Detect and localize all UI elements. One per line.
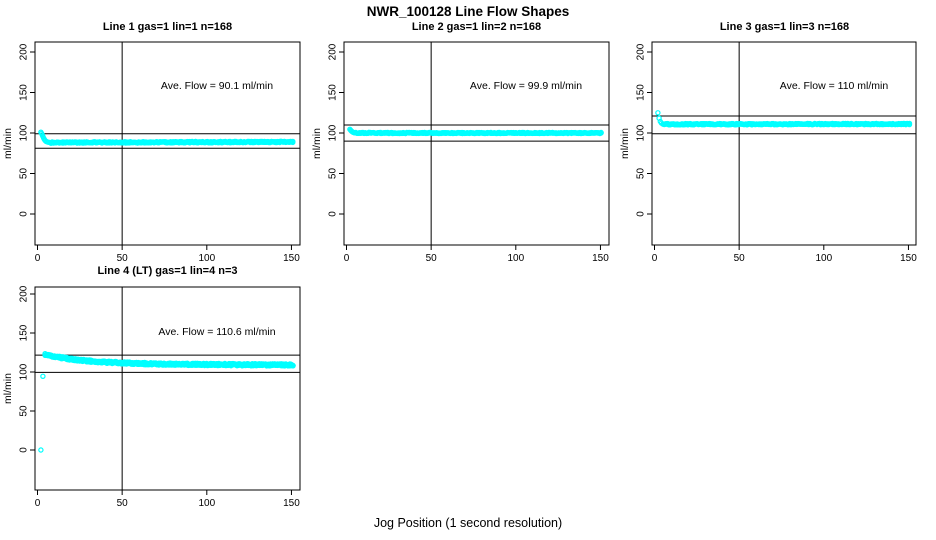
- x-tick-label: 0: [652, 253, 658, 264]
- y-tick-label: 0: [328, 211, 339, 217]
- y-tick-label: 50: [328, 168, 339, 180]
- panel-2-ave-flow-annotation: Ave. Flow = 99.9 ml/min: [469, 80, 583, 92]
- flow-data-point: [290, 139, 296, 146]
- flow-data-point: [40, 373, 46, 379]
- x-tick-label: 100: [198, 498, 215, 509]
- panel-2-plot: 0 50 100 150 0 50 100 150 200 ml/min: [311, 41, 610, 264]
- flow-data-point: [38, 447, 44, 453]
- flow-data-point: [290, 363, 296, 369]
- y-tick-label: 150: [19, 84, 30, 101]
- y-axis-title: ml/min: [311, 128, 323, 159]
- x-tick-label: 100: [507, 253, 524, 264]
- plot-box: [34, 286, 301, 491]
- x-tick-label: 0: [344, 253, 350, 264]
- x-tick-label: 50: [117, 253, 129, 264]
- y-tick-label: 50: [19, 405, 30, 417]
- x-tick-label: 100: [815, 253, 832, 264]
- plot-box: [343, 41, 610, 246]
- x-tick-label: 50: [117, 498, 129, 509]
- y-tick-label: 150: [636, 84, 647, 101]
- y-tick-label: 0: [19, 211, 30, 217]
- y-tick-label: 200: [19, 285, 30, 302]
- figure-title: NWR_100128 Line Flow Shapes: [366, 4, 570, 19]
- y-tick-label: 50: [636, 168, 647, 180]
- x-tick-label: 50: [734, 253, 746, 264]
- x-tick-label: 150: [592, 253, 609, 264]
- y-axis-title: ml/min: [2, 373, 14, 404]
- plot-box: [651, 41, 917, 246]
- y-tick-label: 50: [19, 168, 30, 180]
- panel-3-ave-flow-annotation: Ave. Flow = 110 ml/min: [779, 80, 889, 92]
- plot-box: [34, 41, 301, 246]
- panel-1-title: Line 1 gas=1 lin=1 n=168: [102, 21, 233, 33]
- y-tick-label: 150: [19, 324, 30, 341]
- panel-4-title: Line 4 (LT) gas=1 lin=4 n=3: [97, 265, 238, 277]
- x-tick-label: 100: [198, 253, 215, 264]
- x-tick-label: 150: [283, 498, 300, 509]
- panel-3-title: Line 3 gas=1 lin=3 n=168: [719, 21, 850, 33]
- x-tick-label: 50: [426, 253, 438, 264]
- y-tick-label: 100: [19, 124, 30, 141]
- y-axis-title: ml/min: [2, 128, 14, 159]
- x-axis-label: Jog Position (1 second resolution): [373, 516, 563, 530]
- x-tick-label: 150: [283, 253, 300, 264]
- panel-2-title: Line 2 gas=1 lin=2 n=168: [411, 21, 542, 33]
- y-tick-label: 200: [19, 43, 30, 60]
- flow-data-point: [655, 110, 661, 116]
- y-tick-label: 100: [19, 363, 30, 380]
- panel-4-plot: 0 50 100 150 0 50 100 150 200 ml/min: [2, 285, 301, 509]
- y-tick-label: 200: [636, 43, 647, 60]
- x-tick-label: 150: [900, 253, 917, 264]
- panel-1-ave-flow-annotation: Ave. Flow = 90.1 ml/min: [160, 80, 274, 92]
- flow-data-point: [906, 120, 913, 127]
- y-tick-label: 200: [328, 43, 339, 60]
- y-tick-label: 150: [328, 84, 339, 101]
- y-axis-title: ml/min: [619, 128, 631, 159]
- x-tick-label: 0: [35, 253, 41, 264]
- y-tick-label: 0: [636, 211, 647, 217]
- flow-data-point: [598, 129, 604, 136]
- panel-4-ave-flow-annotation: Ave. Flow = 110.6 ml/min: [158, 326, 276, 338]
- y-tick-label: 0: [19, 447, 30, 453]
- panel-3-plot: 0 50 100 150 0 50 100 150 200 ml/min: [619, 41, 917, 264]
- x-tick-label: 0: [35, 498, 41, 509]
- y-tick-label: 100: [636, 124, 647, 141]
- panel-1-plot: 0 50 100 150 0 50 100 150 200 ml/min: [2, 41, 301, 264]
- y-tick-label: 100: [328, 124, 339, 141]
